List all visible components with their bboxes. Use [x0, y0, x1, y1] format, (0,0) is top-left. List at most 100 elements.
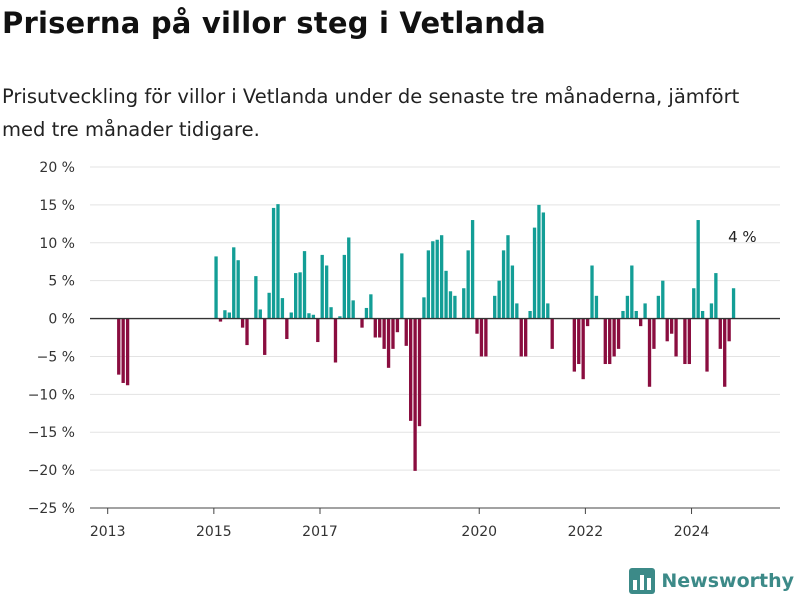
bar	[324, 265, 329, 319]
bar	[484, 318, 488, 357]
bar	[307, 313, 311, 319]
bar	[267, 292, 271, 319]
bar	[669, 318, 674, 334]
bar	[462, 288, 466, 319]
y-tick-label: 20 %	[39, 160, 75, 176]
bar	[510, 265, 515, 319]
bar	[550, 318, 554, 349]
chart-title: Priserna på villor steg i Vetlanda	[2, 6, 546, 40]
bar	[369, 294, 373, 319]
y-tick-label: 15 %	[39, 198, 75, 214]
bar	[661, 280, 665, 319]
bar	[639, 318, 643, 327]
bar	[647, 318, 652, 387]
bar	[254, 276, 258, 319]
bar	[422, 297, 426, 319]
bar	[470, 220, 475, 319]
x-tick-label: 2022	[568, 524, 604, 540]
bar	[541, 212, 546, 319]
bar	[294, 273, 298, 319]
bar	[652, 318, 656, 349]
bar	[466, 250, 470, 319]
bar	[723, 318, 727, 387]
x-tick-label: 2024	[674, 524, 710, 540]
bar	[320, 254, 324, 319]
bar	[696, 220, 700, 319]
y-tick-label: −20 %	[28, 463, 75, 479]
bar	[276, 204, 280, 319]
bar	[621, 310, 625, 319]
bar	[431, 241, 435, 319]
bar	[718, 318, 722, 349]
bar	[674, 318, 678, 357]
bar	[360, 318, 364, 328]
bar	[329, 307, 333, 319]
bar	[413, 318, 417, 471]
bar-chart-logo-icon	[629, 568, 656, 594]
y-tick-label: −5 %	[37, 349, 75, 365]
bar	[577, 318, 581, 365]
bar	[311, 314, 316, 319]
bar	[448, 291, 453, 319]
bar	[240, 318, 245, 328]
bar	[692, 288, 696, 319]
bar	[333, 318, 338, 363]
bar	[435, 239, 439, 319]
bar	[289, 312, 293, 319]
bar	[532, 227, 537, 319]
bar	[439, 235, 444, 319]
bar	[497, 280, 501, 319]
bar	[537, 204, 541, 319]
bar	[501, 250, 506, 319]
bar	[479, 318, 484, 357]
bar	[506, 235, 510, 319]
bar	[528, 310, 532, 319]
bar	[382, 318, 386, 349]
y-tick-label: 10 %	[39, 236, 75, 252]
bar	[475, 318, 479, 334]
bar	[227, 312, 231, 319]
bar	[546, 303, 550, 319]
newsworthy-logo[interactable]: Newsworthy	[629, 568, 794, 594]
bar	[232, 247, 236, 319]
bar	[351, 300, 355, 319]
bar	[125, 318, 130, 386]
bar	[338, 316, 342, 319]
bar	[594, 295, 599, 319]
bar	[271, 207, 276, 319]
bars	[117, 204, 736, 471]
bar	[342, 254, 346, 319]
x-tick-label: 2015	[196, 524, 232, 540]
x-tick-label: 2017	[302, 524, 338, 540]
y-tick-label: 5 %	[48, 274, 75, 290]
bar	[245, 318, 249, 346]
bar	[519, 318, 523, 357]
bar	[386, 318, 391, 368]
bar	[302, 251, 307, 319]
bar	[687, 318, 691, 365]
bar	[590, 265, 594, 319]
bar	[117, 318, 121, 375]
y-tick-label: −15 %	[28, 425, 75, 441]
bar	[280, 298, 285, 319]
chart-subtitle: Prisutveckling för villor i Vetlanda und…	[2, 85, 740, 141]
logo-text: Newsworthy	[661, 570, 794, 592]
bar	[444, 270, 448, 319]
bar	[453, 295, 457, 319]
bar	[630, 265, 634, 319]
bar	[709, 303, 714, 319]
bar	[714, 273, 718, 319]
bar	[616, 318, 621, 349]
bar	[705, 318, 709, 372]
bar	[426, 250, 431, 319]
bar	[665, 318, 669, 342]
bar	[603, 318, 607, 365]
bar	[258, 309, 262, 319]
bar	[373, 318, 377, 338]
bar	[285, 318, 289, 340]
bar	[608, 318, 612, 365]
bar	[493, 295, 497, 319]
bar	[572, 318, 576, 372]
bar	[395, 318, 400, 333]
